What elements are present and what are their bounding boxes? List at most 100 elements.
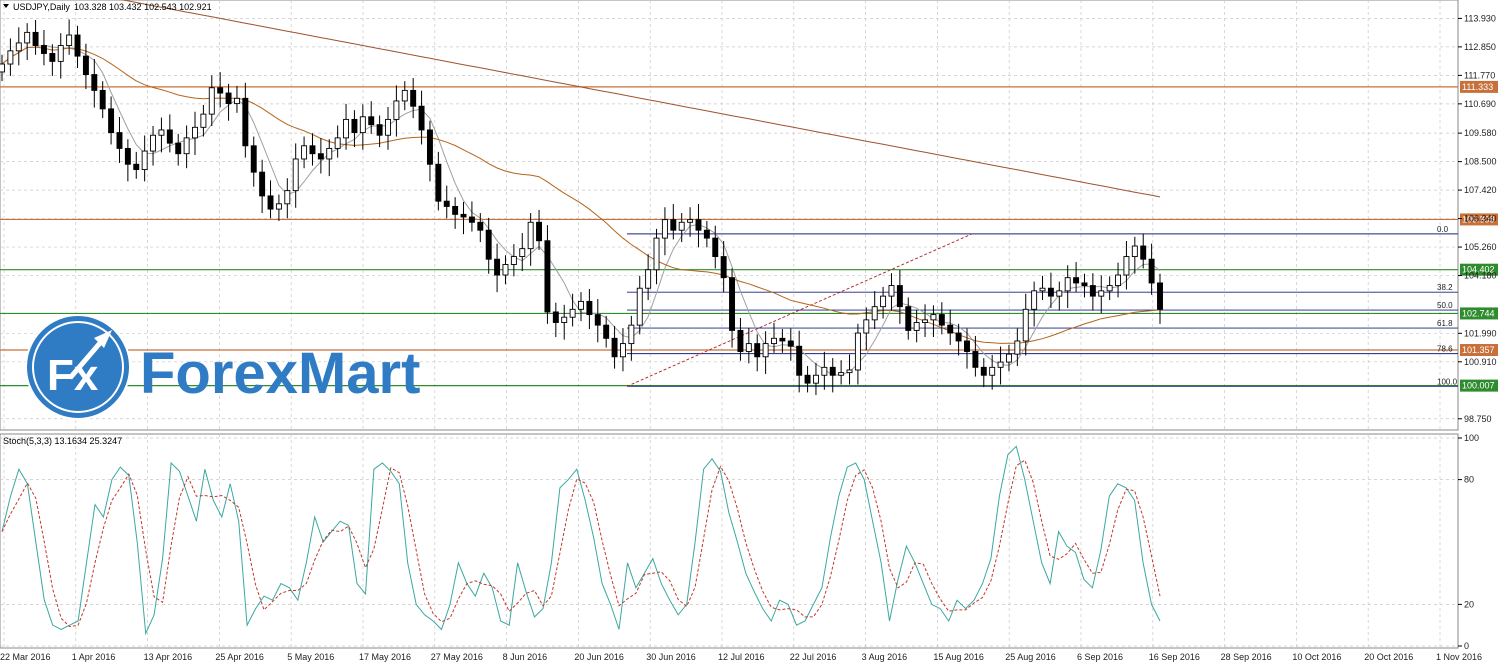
candle-bear	[225, 92, 232, 105]
logo-wordmark: ForexMart	[140, 341, 420, 406]
stoch-tick-label: 0	[1464, 641, 1469, 651]
candle-bear	[1073, 277, 1080, 284]
candle-bull	[1022, 308, 1029, 342]
candle-bull	[1098, 290, 1105, 297]
candle-bear	[611, 337, 618, 358]
candle-bull	[561, 316, 568, 323]
price-tick-label: 111.770	[1464, 70, 1495, 80]
price-tick-label: 107.420	[1464, 185, 1497, 195]
candle-bear	[536, 221, 543, 242]
candle-bull	[1106, 285, 1113, 292]
candle-bull	[519, 248, 526, 258]
date-axis: 22 Mar 2016 1 Apr 2016 13 Apr 2016 25 Apr 2…	[0, 652, 1482, 662]
fib-level-label: 78.6	[1437, 345, 1453, 354]
candle-bull	[158, 129, 165, 136]
date-tick-label: 28 Sep 2016	[1221, 652, 1272, 662]
candle-bull	[636, 287, 643, 326]
price-tick-label: 105.260	[1464, 242, 1497, 252]
candle-bear	[938, 314, 945, 326]
candle-bull	[292, 158, 299, 192]
candle-bull	[208, 87, 215, 115]
candle-bull	[7, 50, 14, 65]
candle-bear	[116, 132, 123, 149]
price-tick-label: 106.340	[1464, 214, 1497, 224]
stoch-tick-label: 100	[1464, 433, 1479, 443]
candle-bear	[418, 105, 425, 131]
candle-bear	[804, 374, 811, 384]
candle-bear	[376, 124, 383, 136]
candle-bull	[812, 374, 819, 384]
date-tick-label: 22 Jul 2016	[790, 652, 837, 662]
stochastic-lines	[1, 445, 1161, 636]
candle-bull	[393, 100, 400, 120]
candle-bull	[301, 145, 308, 160]
candle-bear	[703, 229, 710, 239]
candle-bull	[359, 116, 366, 134]
candle-bull	[1031, 290, 1038, 310]
candle-bull	[762, 343, 769, 358]
ma-slow-line	[120, 0, 1161, 198]
candle-bull	[888, 285, 895, 297]
candle-bear	[74, 34, 81, 57]
candle-bull	[343, 118, 350, 139]
candle-bull	[854, 332, 861, 371]
candle-bear	[796, 345, 803, 376]
candle-bear	[267, 195, 274, 210]
stoch-panel	[0, 433, 1459, 649]
candle-bear	[452, 205, 459, 215]
candle-bear	[603, 324, 610, 339]
level-price-tag	[1460, 213, 1498, 226]
candle-bear	[477, 221, 484, 231]
candle-bull	[275, 203, 282, 210]
candle-bear	[175, 142, 182, 155]
candle-bull	[401, 89, 408, 102]
logo-fx-text: Fx	[47, 351, 99, 400]
candle-bear	[435, 163, 442, 202]
level-price-label: 104.402	[1462, 265, 1495, 275]
candle-bull	[880, 295, 887, 308]
stoch-grid	[0, 434, 1458, 648]
date-tick-label: 25 Aug 2016	[1005, 652, 1056, 662]
ohlc-readout: 103.328 103.432 102.543 102.921	[74, 2, 212, 12]
candle-bull	[0, 63, 5, 73]
date-tick-label: 1 Nov 2016	[1436, 652, 1482, 662]
candle-bear	[368, 116, 375, 126]
level-price-tag	[1460, 263, 1498, 276]
candle-bull	[661, 219, 668, 239]
candle-bear	[1148, 258, 1155, 284]
candle-bull	[930, 314, 937, 321]
date-tick-label: 1 Apr 2016	[72, 652, 116, 662]
dropdown-triangle-icon[interactable]	[3, 4, 9, 8]
candle-bear	[964, 340, 970, 352]
candle-bull	[150, 134, 157, 152]
candle-bear	[754, 343, 761, 358]
candle-bull	[183, 137, 190, 155]
candle-bear	[351, 118, 358, 134]
candle-bear	[468, 216, 475, 223]
candle-bull	[1014, 340, 1021, 355]
candle-bear	[460, 213, 467, 218]
candle-bear	[1140, 245, 1147, 260]
candle-bull	[141, 150, 148, 170]
candle-bull	[653, 237, 660, 271]
candle-bear	[494, 258, 501, 276]
candle-bull	[989, 366, 996, 376]
candle-bull	[1039, 287, 1046, 292]
candle-bear	[829, 366, 836, 376]
fibonacci-retracement: 0.0 38.2 50.0 61.8 78.6 100.0	[626, 225, 1458, 387]
level-price-label: 111.333	[1462, 82, 1493, 92]
fib-level-label: 0.0	[1437, 225, 1449, 234]
candle-bull	[745, 343, 752, 352]
candle-bear	[217, 87, 224, 94]
candle-bear	[309, 145, 316, 155]
stoch-main-line	[1, 445, 1161, 636]
price-tick-label: 100.910	[1464, 357, 1497, 367]
price-tick-label: 113.930	[1464, 13, 1496, 23]
candle-bear	[485, 229, 492, 260]
candle-bull	[1056, 290, 1063, 297]
candle-bull	[1131, 245, 1138, 258]
candle-bull	[385, 118, 391, 136]
stoch-tick-label: 80	[1464, 475, 1474, 485]
candle-bear	[947, 324, 954, 334]
candle-bull	[871, 306, 878, 321]
